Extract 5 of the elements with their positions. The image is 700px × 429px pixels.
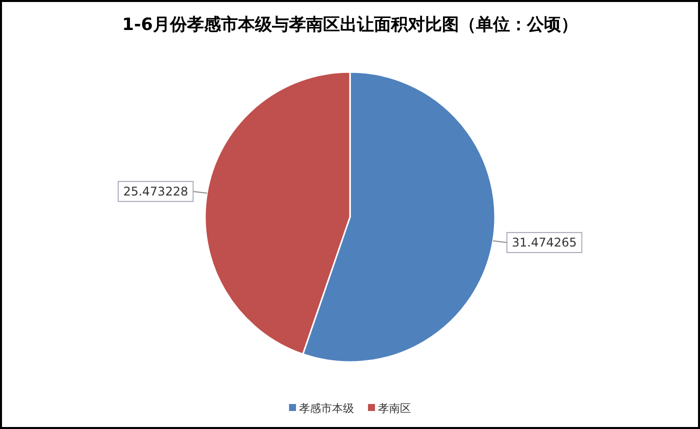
data-label: 31.474265 <box>512 236 577 250</box>
legend-label: 孝南区 <box>378 402 411 415</box>
chart-title: 1-6月份孝感市本级与孝南区出让面积对比图（单位：公顷） <box>122 15 578 35</box>
data-label: 25.473228 <box>123 184 188 198</box>
legend-label: 孝感市本级 <box>299 402 354 415</box>
